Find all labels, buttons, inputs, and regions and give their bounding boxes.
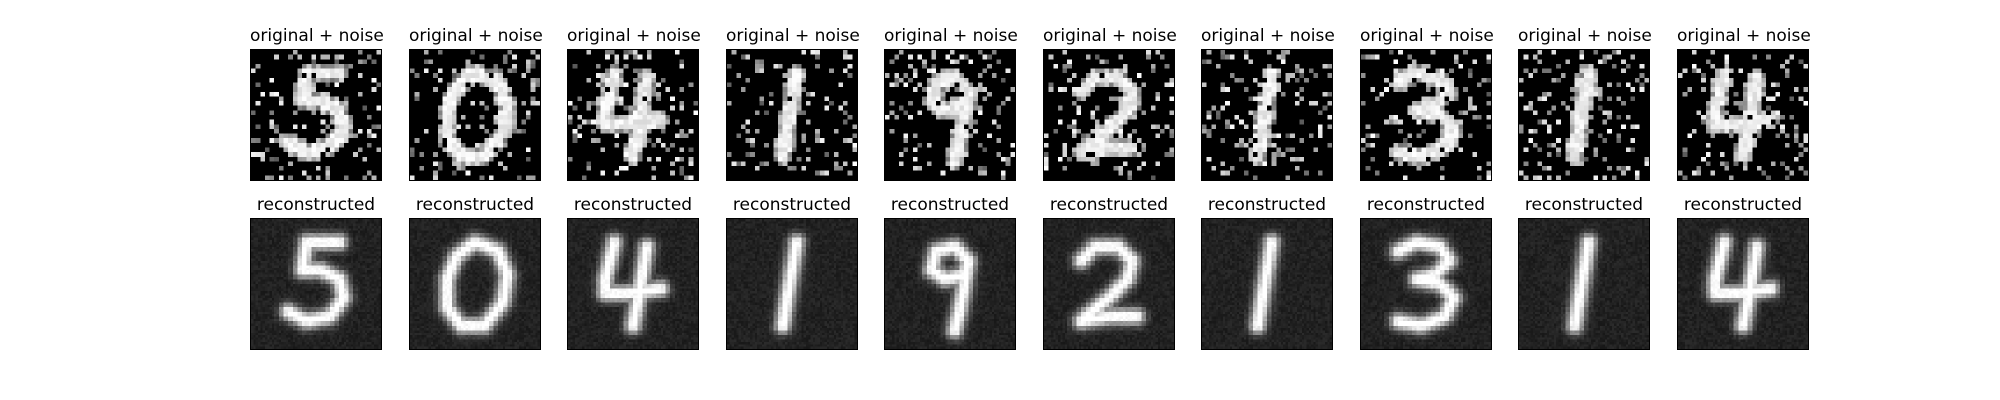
- reconstructed-row-panel: reconstructed: [1360, 195, 1492, 350]
- reconstructed-digit-image: [1677, 218, 1809, 350]
- reconstructed-row-panel: reconstructed: [409, 195, 541, 350]
- reconstructed-digit-image: [250, 218, 382, 350]
- noisy-digit-image: [1043, 49, 1175, 181]
- reconstructed-digit-image: [884, 218, 1016, 350]
- noisy-row-panel: original + noise: [250, 26, 384, 181]
- reconstructed-row-panel: reconstructed: [1043, 195, 1175, 350]
- reconstructed-digit-image: [409, 218, 541, 350]
- panel-title: reconstructed: [890, 195, 1010, 215]
- noisy-digit-image: [567, 49, 699, 181]
- noisy-row-panel: original + noise: [726, 26, 860, 181]
- reconstructed-row-panel: reconstructed: [567, 195, 699, 350]
- noisy-digit-image: [250, 49, 382, 181]
- panel-title: reconstructed: [1366, 195, 1486, 215]
- reconstructed-row-panel: reconstructed: [1677, 195, 1809, 350]
- panel-title: original + noise: [1201, 26, 1335, 46]
- noisy-digit-image: [409, 49, 541, 181]
- reconstructed-row-panel: reconstructed: [250, 195, 382, 350]
- panel-title: reconstructed: [1049, 195, 1169, 215]
- reconstructed-row-panel: reconstructed: [726, 195, 858, 350]
- noisy-row-panel: original + noise: [1360, 26, 1494, 181]
- panel-title: original + noise: [1518, 26, 1652, 46]
- noisy-digit-image: [1677, 49, 1809, 181]
- panel-title: original + noise: [884, 26, 1018, 46]
- panel-title: original + noise: [1677, 26, 1811, 46]
- panel-title: reconstructed: [415, 195, 535, 215]
- noisy-row-panel: original + noise: [1677, 26, 1811, 181]
- panel-title: reconstructed: [256, 195, 376, 215]
- reconstructed-row-panel: reconstructed: [884, 195, 1016, 350]
- noisy-row-panel: original + noise: [1043, 26, 1177, 181]
- reconstructed-row-panel: reconstructed: [1201, 195, 1333, 350]
- panel-title: reconstructed: [1207, 195, 1327, 215]
- panel-title: original + noise: [726, 26, 860, 46]
- noisy-row-panel: original + noise: [1201, 26, 1335, 181]
- noisy-row-panel: original + noise: [884, 26, 1018, 181]
- noisy-digit-image: [726, 49, 858, 181]
- reconstructed-digit-image: [1360, 218, 1492, 350]
- panel-title: original + noise: [250, 26, 384, 46]
- noisy-digit-image: [1201, 49, 1333, 181]
- panel-title: reconstructed: [1524, 195, 1644, 215]
- panel-title: reconstructed: [732, 195, 852, 215]
- noisy-row-panel: original + noise: [1518, 26, 1652, 181]
- reconstructed-digit-image: [1201, 218, 1333, 350]
- reconstructed-digit-image: [726, 218, 858, 350]
- reconstructed-digit-image: [1043, 218, 1175, 350]
- noisy-digit-image: [1360, 49, 1492, 181]
- reconstructed-digit-image: [1518, 218, 1650, 350]
- noisy-row-panel: original + noise: [409, 26, 543, 181]
- panel-title: reconstructed: [1683, 195, 1803, 215]
- reconstructed-row-panel: reconstructed: [1518, 195, 1650, 350]
- panel-title: original + noise: [1043, 26, 1177, 46]
- panel-title: original + noise: [409, 26, 543, 46]
- noisy-row-panel: original + noise: [567, 26, 701, 181]
- reconstructed-digit-image: [567, 218, 699, 350]
- panel-title: original + noise: [567, 26, 701, 46]
- noisy-digit-image: [884, 49, 1016, 181]
- noisy-digit-image: [1518, 49, 1650, 181]
- panel-title: reconstructed: [573, 195, 693, 215]
- panel-title: original + noise: [1360, 26, 1494, 46]
